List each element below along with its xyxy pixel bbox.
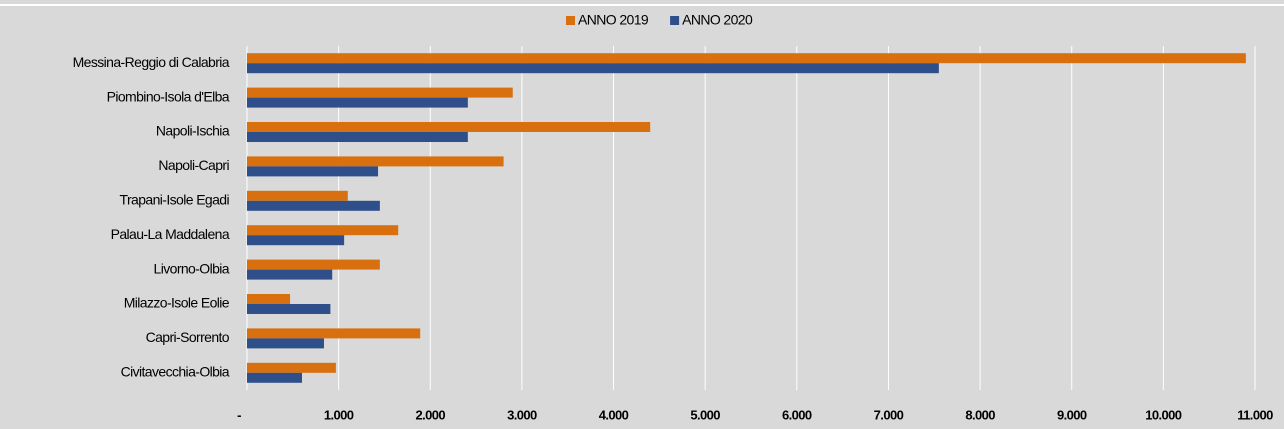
bar [247, 200, 380, 211]
bar [247, 235, 345, 246]
x-tick-label: 11.000 [1237, 407, 1273, 422]
bar [247, 269, 333, 280]
x-tick-label: 10.000 [1145, 407, 1182, 422]
legend-label: ANNO 2020 [682, 12, 753, 28]
legend-swatch [670, 16, 680, 25]
y-tick-label: Piombino-Isola d'Elba [107, 88, 230, 104]
bar [247, 304, 331, 314]
y-tick-label: Messina-Reggio di Calabria [73, 54, 230, 70]
x-tick-label: 9.000 [1057, 407, 1087, 422]
bar [247, 190, 348, 201]
y-tick-label: Livorno-Olbia [154, 260, 230, 276]
y-tick-label: Capri-Sorrento [146, 329, 230, 345]
bar [247, 338, 324, 349]
bar [247, 294, 291, 304]
x-tick-label: 5.000 [690, 407, 720, 422]
bar [247, 372, 302, 383]
x-tick-label: 8.000 [965, 407, 995, 422]
bar [247, 132, 468, 142]
y-tick-label: Milazzo-Isole Eolie [124, 295, 230, 311]
x-tick-label: 3.000 [507, 407, 537, 422]
y-tick-label: Civitavecchia-Olbia [121, 364, 230, 380]
x-tick-label: - [237, 407, 241, 422]
y-tick-label: Napoli-Capri [158, 157, 229, 173]
legend-swatch [566, 16, 575, 25]
legend-label: ANNO 2019 [578, 12, 649, 28]
bar [247, 328, 421, 339]
x-tick-label: 2.000 [415, 407, 445, 422]
y-tick-label: Napoli-Ischia [156, 123, 230, 139]
x-tick-label: 4.000 [599, 407, 629, 422]
bar [247, 122, 651, 132]
bar [247, 259, 380, 270]
x-tick-label: 6.000 [782, 407, 812, 422]
x-tick-label: 1.000 [324, 407, 354, 422]
bar [247, 87, 513, 98]
bar [247, 362, 336, 373]
bar [247, 166, 379, 177]
x-tick-label: 7.000 [874, 407, 904, 422]
bar [247, 225, 399, 236]
bar [247, 156, 504, 167]
bar [247, 63, 939, 74]
y-tick-label: Palau-La Maddalena [111, 226, 230, 242]
bar [247, 53, 1246, 64]
y-tick-label: Trapani-Isole Egadi [120, 192, 230, 208]
bar [247, 97, 468, 108]
